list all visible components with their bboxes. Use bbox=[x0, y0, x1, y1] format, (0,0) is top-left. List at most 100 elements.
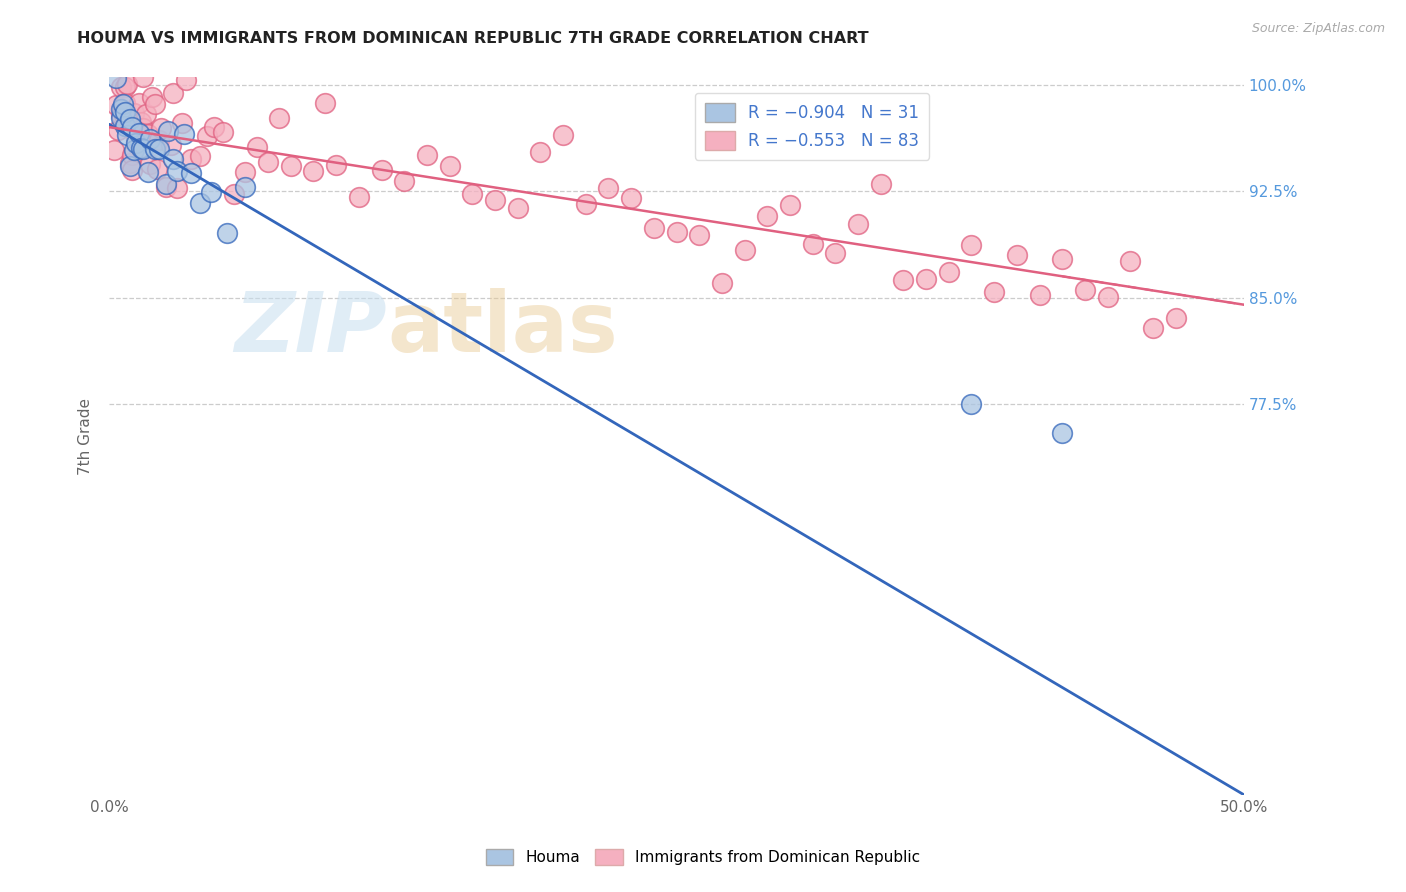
Point bbox=[960, 238, 983, 252]
Point bbox=[132, 121, 155, 136]
Point bbox=[779, 198, 801, 212]
Point bbox=[529, 145, 551, 160]
Point bbox=[110, 108, 132, 122]
Point bbox=[200, 185, 222, 199]
Point bbox=[643, 221, 665, 235]
Point bbox=[105, 71, 128, 86]
Point bbox=[118, 156, 141, 170]
Point bbox=[893, 273, 915, 287]
Point bbox=[143, 97, 166, 112]
Point bbox=[146, 161, 169, 176]
Legend: Houma, Immigrants from Dominican Republic: Houma, Immigrants from Dominican Republi… bbox=[479, 843, 927, 871]
Point bbox=[575, 196, 598, 211]
Point bbox=[129, 140, 152, 154]
Point bbox=[280, 159, 302, 173]
Point bbox=[314, 96, 336, 111]
Point bbox=[121, 148, 143, 162]
Point bbox=[166, 164, 188, 178]
Point bbox=[103, 143, 125, 157]
Point bbox=[122, 143, 145, 157]
Point bbox=[118, 112, 141, 126]
Point bbox=[148, 132, 170, 146]
Point bbox=[155, 180, 177, 194]
Point bbox=[105, 97, 128, 112]
Point bbox=[551, 128, 574, 143]
Point bbox=[195, 128, 218, 143]
Point bbox=[155, 177, 177, 191]
Point bbox=[139, 157, 162, 171]
Point bbox=[202, 120, 225, 135]
Y-axis label: 7th Grade: 7th Grade bbox=[79, 398, 93, 475]
Point bbox=[269, 112, 291, 126]
Point bbox=[141, 89, 163, 103]
Point bbox=[846, 217, 869, 231]
Point bbox=[484, 193, 506, 207]
Point bbox=[111, 105, 134, 120]
Point bbox=[960, 397, 983, 411]
Point bbox=[235, 179, 257, 194]
Point bbox=[114, 105, 136, 120]
Point bbox=[1052, 252, 1074, 266]
Point bbox=[302, 163, 325, 178]
Point bbox=[139, 132, 162, 146]
Point bbox=[756, 209, 779, 223]
Point bbox=[111, 97, 134, 112]
Point bbox=[114, 80, 136, 95]
Point bbox=[188, 195, 211, 210]
Point bbox=[159, 138, 181, 153]
Point bbox=[217, 226, 239, 240]
Point bbox=[180, 153, 202, 167]
Point bbox=[824, 245, 846, 260]
Point bbox=[180, 166, 202, 180]
Point bbox=[915, 272, 938, 286]
Point bbox=[110, 102, 132, 116]
Point bbox=[121, 163, 143, 178]
Point bbox=[1142, 320, 1164, 334]
Point bbox=[1119, 254, 1142, 268]
Point bbox=[688, 227, 710, 242]
Point bbox=[1052, 425, 1074, 440]
Point bbox=[117, 77, 139, 91]
Point bbox=[1097, 290, 1119, 304]
Point bbox=[136, 165, 159, 179]
Text: ZIP: ZIP bbox=[235, 288, 387, 369]
Point bbox=[114, 95, 136, 110]
Point bbox=[188, 148, 211, 162]
Point bbox=[461, 187, 484, 202]
Point bbox=[439, 159, 461, 173]
Point bbox=[246, 140, 269, 154]
Point bbox=[125, 136, 148, 151]
Point bbox=[938, 265, 960, 279]
Point bbox=[166, 181, 188, 195]
Point bbox=[170, 116, 193, 130]
Point bbox=[132, 70, 155, 85]
Point bbox=[125, 132, 148, 146]
Text: HOUMA VS IMMIGRANTS FROM DOMINICAN REPUBLIC 7TH GRADE CORRELATION CHART: HOUMA VS IMMIGRANTS FROM DOMINICAN REPUB… bbox=[77, 31, 869, 46]
Point bbox=[222, 186, 245, 201]
Point bbox=[257, 155, 280, 169]
Point bbox=[148, 142, 170, 156]
Point bbox=[801, 236, 824, 251]
Point bbox=[710, 276, 733, 290]
Text: Source: ZipAtlas.com: Source: ZipAtlas.com bbox=[1251, 22, 1385, 36]
Point bbox=[983, 285, 1005, 300]
Point bbox=[121, 120, 143, 135]
Point bbox=[665, 225, 688, 239]
Point bbox=[1164, 311, 1187, 326]
Text: atlas: atlas bbox=[387, 288, 619, 369]
Point bbox=[157, 124, 180, 138]
Point bbox=[392, 173, 415, 187]
Point bbox=[129, 115, 152, 129]
Point bbox=[1005, 247, 1028, 261]
Point bbox=[211, 126, 233, 140]
Point bbox=[136, 127, 159, 141]
Point bbox=[118, 159, 141, 173]
Point bbox=[162, 87, 184, 101]
Point bbox=[370, 162, 392, 177]
Point bbox=[143, 142, 166, 156]
Point bbox=[598, 180, 620, 194]
Point bbox=[135, 107, 157, 121]
Point bbox=[122, 106, 145, 120]
Point bbox=[128, 96, 150, 111]
Point bbox=[110, 79, 132, 94]
